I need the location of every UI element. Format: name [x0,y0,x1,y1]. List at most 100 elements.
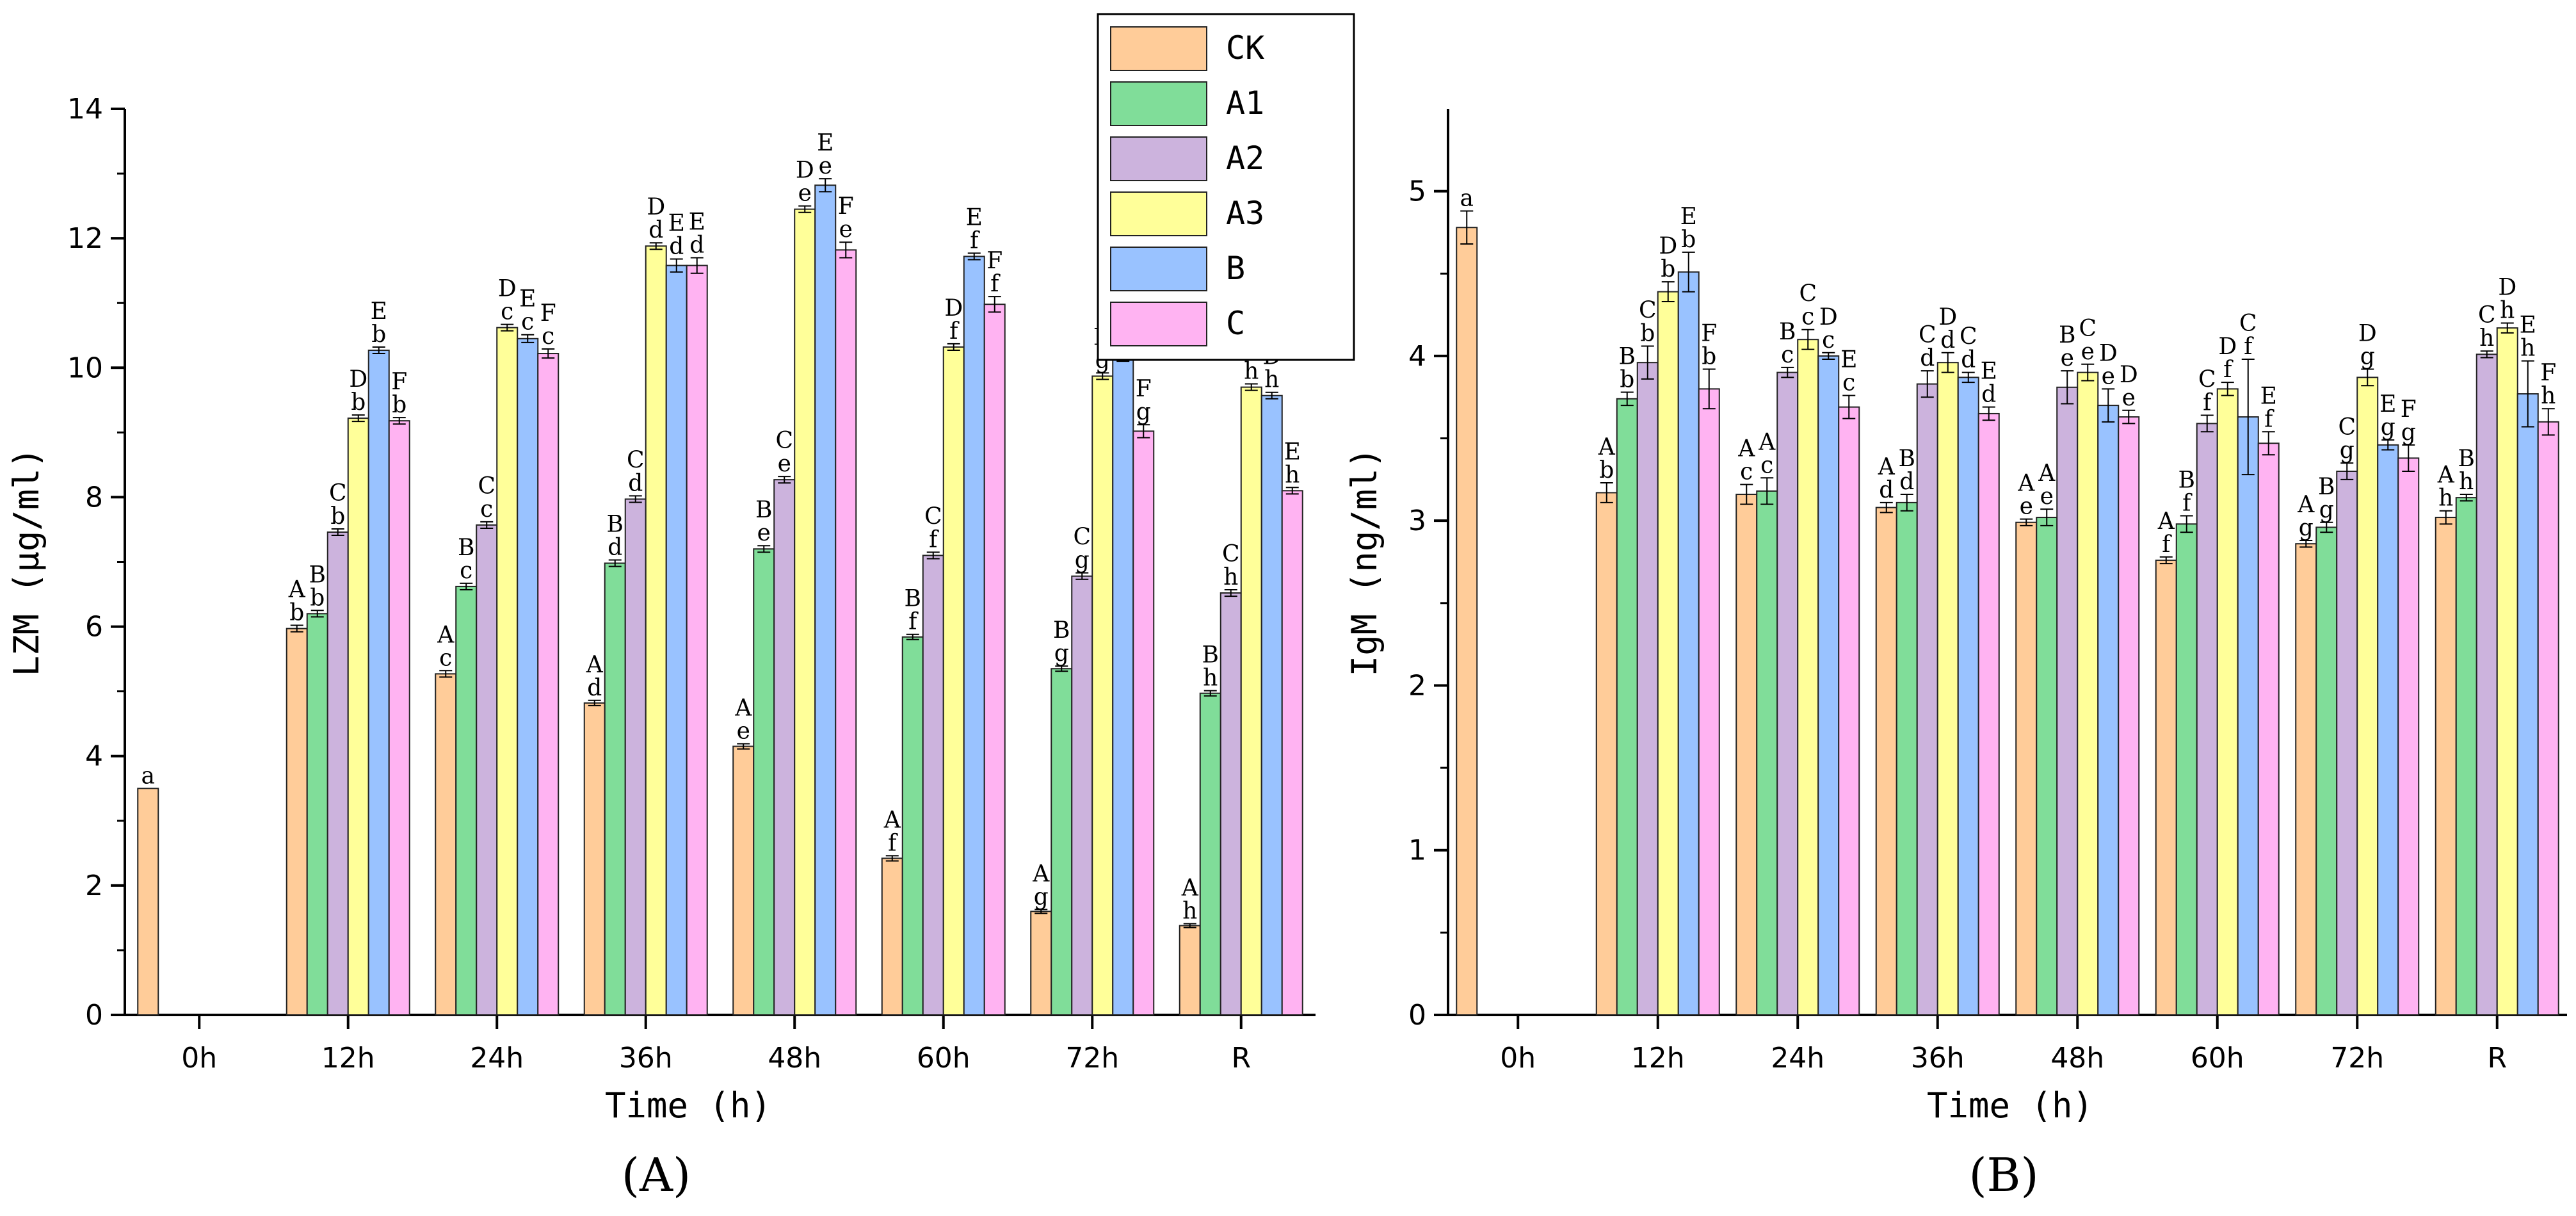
legend-swatch-ck [1110,26,1207,71]
panel-b-bar-b-48h [2097,405,2120,1016]
panel-b-bar-a3-36h [1936,362,1959,1016]
panel-a-bar-b-60h [963,255,985,1016]
legend-swatch-b [1110,247,1207,291]
panel-a-bar-c-72h [1132,430,1155,1016]
panel-a-bar-a2-60h [922,555,944,1016]
panel-b-sig-letter: C [1799,281,1817,307]
panel-b-sig-letter: C [2478,302,2496,328]
panel-b-sig-letter: d [1879,477,1894,503]
legend-label-a3: A3 [1226,195,1264,232]
panel-a-x-tick-label: 36h [619,1042,673,1074]
panel-a-sig-letter: b [392,392,407,418]
panel-b-sig-letter: b [1640,320,1655,346]
panel-b-x-tick-label: 24h [1771,1042,1824,1074]
panel-a-sig-letter: A [288,577,306,603]
panel-a-sig-letter: B [905,586,921,612]
panel-b-y-tick-label: 1 [1408,834,1426,867]
panel-a-bar-b-24h [517,337,539,1016]
panel-b-bar-a1-60h [2175,523,2198,1016]
panel-b-bar-a2-72h [2336,471,2358,1016]
panel-b-bar-a3-72h [2356,377,2379,1016]
panel-a-sig-letter: C [478,473,495,499]
panel-b-bar-b-60h [2237,416,2259,1016]
panel-b-sig-letter: h [2459,469,2474,495]
panel-a-y-tick-label: 0 [85,999,103,1032]
panel-b-sig-letter: d [1940,327,1955,353]
panel-a-bar-ck-60h [881,857,903,1016]
panel-b-sig-letter: h [2479,325,2494,352]
panel-a-sig-letter: C [627,447,645,473]
panel-a-sig-letter: F [986,248,1002,274]
panel-b-sig-letter: C [2338,414,2356,441]
panel-a-bar-b-r [1260,394,1283,1016]
panel-b-bar-ck-r [2435,517,2457,1016]
panel-a-sig-letter: C [1222,541,1240,567]
panel-a-bar-a1-72h [1051,668,1073,1016]
panel-a-sig-letter: h [1223,564,1238,590]
panel-b-sig-letter: A [1878,454,1896,480]
panel-b-sig-letter: e [2081,339,2095,365]
panel-a-bar-c-48h [835,249,857,1016]
panel-b-sig-letter: c [1801,304,1814,330]
panel-b-bar-b-24h [1817,355,1840,1016]
panel-b-bar-c-48h [2118,416,2140,1016]
panel-b-sig-letter: B [2458,446,2475,472]
panel-b-bar-c-36h [1977,412,2000,1016]
panel-b-sig-letter: F [2401,396,2417,423]
panel-b-x-tick-label: R [2487,1042,2507,1074]
panel-b-sig-letter: e [2061,345,2074,371]
panel-b-sig-letter: B [2059,322,2075,348]
panel-b-bar-a2-r [2475,353,2498,1016]
panel-a-bar-a1-60h [901,636,924,1016]
panel-a-bar-a2-48h [773,479,796,1016]
panel-b-sig-letter: D [1659,233,1677,259]
panel-a-bar-c-24h [537,353,559,1016]
panel-a-x-tick-label: 12h [321,1042,375,1074]
panel-b-sig-letter: h [2541,383,2556,409]
panel-b-bar-ck-0h [1456,227,1478,1016]
panel-a-sig-letter: D [498,276,517,302]
panel-a-sig-letter: f [929,526,939,553]
panel-b-bar-b-12h [1677,271,1700,1016]
panel-b-sig-letter: d [1961,347,1976,373]
panel-a-sig-letter: F [838,193,854,220]
panel-a-sig-letter: g [1054,640,1069,667]
panel-a-panel-label: (A) [622,1148,691,1202]
panel-a-sig-letter: e [757,520,771,546]
panel-a-sig-letter: d [689,232,704,258]
panel-b-sig-letter: A [1737,436,1755,462]
panel-b-bar-a3-r [2496,327,2518,1016]
panel-b-sig-letter: A [2038,460,2056,487]
panel-a-sig-letter: h [1264,367,1279,393]
panel-b-sig-letter: h [2500,297,2515,323]
panel-b-sig-letter: f [2244,334,2254,360]
panel-a-sig-letter: E [1284,439,1301,465]
panel-a-sig-letter: b [371,321,386,348]
panel-b-bar-a1-24h [1756,490,1778,1016]
panel-a-sig-letter: B [1053,617,1070,644]
panel-b-bar-c-r [2537,421,2559,1016]
panel-a-sig-letter: C [329,480,347,507]
legend-swatch-a3 [1110,191,1207,236]
panel-a-sig-letter: D [796,158,814,184]
panel-b-sig-letter: D [2498,274,2516,300]
panel-a-sig-letter: e [819,153,832,179]
panel-a-sig-letter: D [944,295,963,321]
panel-b-bar-ck-36h [1875,507,1897,1016]
panel-a-sig-letter: c [542,323,554,350]
panel-a-bar-a1-36h [604,562,626,1016]
panel-a-bar-ck-36h [583,702,606,1016]
panel-a-bar-ck-0h [137,788,159,1016]
legend-label-a2: A2 [1226,140,1264,177]
panel-a-sig-letter: c [439,645,452,671]
panel-b-sig-letter: D [2120,362,2138,388]
panel-a-x-tick-label: 24h [470,1042,524,1074]
panel-b-y-tick-label: 2 [1408,669,1426,702]
panel-a-sig-letter: e [778,451,791,477]
panel-a-bar-a3-48h [794,208,816,1016]
panel-a-x-axis-title: Time (h) [605,1085,771,1126]
panel-b-sig-letter: b [1702,343,1716,369]
panel-a-y-tick-label: 14 [67,93,103,126]
panel-b-sig-letter: c [1842,370,1855,396]
